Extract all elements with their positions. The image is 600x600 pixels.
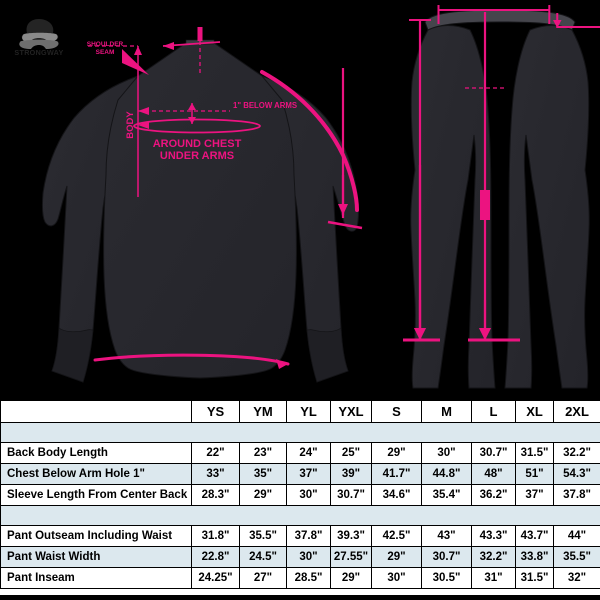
svg-text:UNDER ARMS: UNDER ARMS	[160, 150, 234, 162]
svg-text:AROUND CHEST: AROUND CHEST	[153, 138, 242, 150]
svg-text:1" BELOW ARMS: 1" BELOW ARMS	[233, 101, 297, 110]
svg-text:SEAM: SEAM	[96, 49, 115, 56]
svg-text:SHOULDER: SHOULDER	[87, 41, 124, 48]
